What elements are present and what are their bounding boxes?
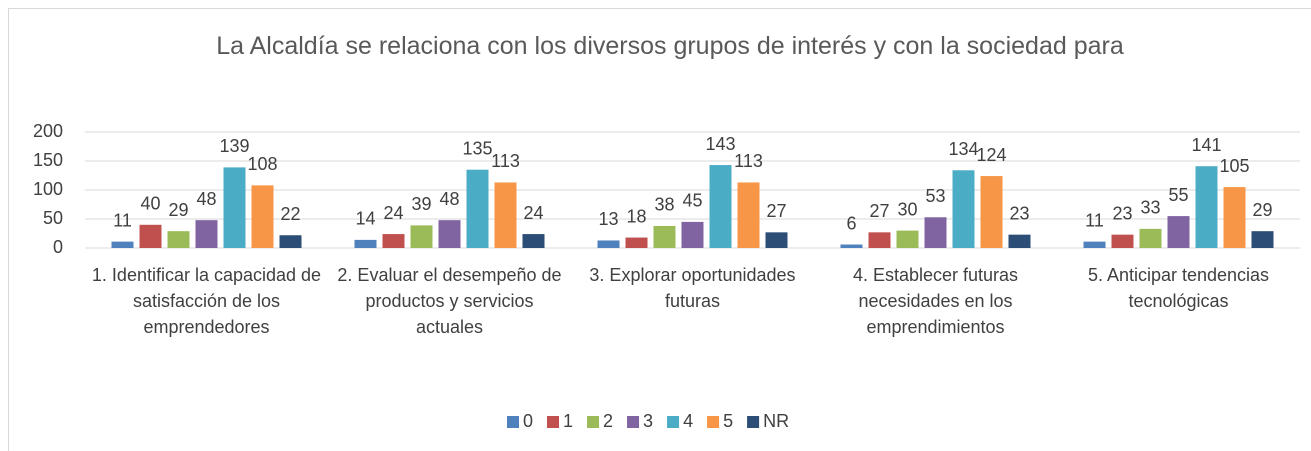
legend-swatch (707, 416, 720, 428)
y-tick-label: 100 (33, 179, 63, 199)
bar (868, 232, 891, 248)
data-label: 39 (411, 194, 431, 214)
bar (765, 232, 788, 248)
bar (382, 234, 405, 248)
data-label: 38 (654, 195, 674, 215)
x-tick-label: 5. Anticipar tendencias tecnológicas (1087, 265, 1270, 311)
bar (952, 170, 975, 248)
data-label: 55 (1168, 185, 1188, 205)
bar (896, 230, 919, 248)
x-tick-label: 1. Identificar la capacidad de satisfacc… (91, 265, 322, 337)
data-label: 134 (948, 139, 978, 159)
bar (625, 237, 648, 248)
bar (279, 235, 302, 248)
data-label: 27 (766, 201, 786, 221)
bar (167, 231, 190, 248)
bar (1167, 216, 1190, 248)
bar (111, 241, 134, 248)
legend-label: NR (763, 411, 789, 431)
legend-swatch (747, 416, 760, 428)
legend-label: 1 (563, 411, 573, 431)
data-label: 124 (976, 145, 1006, 165)
bar (223, 167, 246, 248)
legend-label: 3 (643, 411, 653, 431)
data-label: 24 (383, 203, 403, 223)
legend-swatch (547, 416, 560, 428)
bar (1008, 234, 1031, 248)
bar (1223, 187, 1246, 248)
bar (653, 225, 676, 248)
bar (354, 239, 377, 248)
data-label: 113 (734, 151, 763, 171)
data-label: 18 (626, 206, 646, 226)
data-label: 27 (869, 201, 889, 221)
data-label: 135 (462, 138, 492, 158)
data-label: 23 (1112, 203, 1132, 223)
data-label: 108 (247, 154, 277, 174)
data-label: 29 (1252, 200, 1272, 220)
bar (597, 240, 620, 248)
bar (709, 165, 732, 248)
data-label: 13 (598, 209, 618, 229)
data-label: 48 (196, 189, 216, 209)
bar (1139, 228, 1162, 248)
legend-label: 4 (683, 411, 693, 431)
data-label: 11 (1085, 210, 1104, 230)
bar (438, 220, 461, 248)
bar (1195, 166, 1218, 248)
bar (195, 220, 218, 248)
data-label: 105 (1219, 156, 1249, 176)
bar (494, 182, 517, 248)
bar (466, 169, 489, 248)
data-label: 22 (280, 204, 300, 224)
data-label: 6 (846, 213, 856, 233)
data-label: 143 (705, 134, 735, 154)
legend-label: 0 (523, 411, 533, 431)
bar (1083, 241, 1106, 248)
x-tick-label: 2. Evaluar el desempeño de productos y s… (337, 265, 562, 337)
data-label: 30 (897, 199, 917, 219)
y-tick-label: 0 (53, 237, 63, 257)
data-label: 40 (140, 194, 160, 214)
data-label: 48 (439, 189, 459, 209)
y-tick-label: 50 (43, 208, 63, 228)
x-tick-label: 4. Establecer futuras necesidades en los… (852, 265, 1019, 337)
bar (1251, 231, 1274, 248)
y-tick-label: 150 (33, 150, 63, 170)
y-tick-label: 200 (33, 121, 63, 141)
legend-label: 2 (603, 411, 613, 431)
bar (522, 234, 545, 248)
legend-swatch (627, 416, 640, 428)
data-label: 14 (355, 209, 375, 229)
data-label: 29 (168, 200, 188, 220)
legend-swatch (667, 416, 680, 428)
bar (924, 217, 947, 248)
legend-label: 5 (723, 411, 733, 431)
data-label: 113 (491, 151, 520, 171)
data-label: 139 (219, 136, 249, 156)
bar (251, 185, 274, 248)
x-tick-label: 3. Explorar oportunidades futuras (589, 265, 796, 311)
data-label: 11 (113, 210, 132, 230)
data-label: 141 (1191, 135, 1221, 155)
bar (840, 244, 863, 248)
bar (410, 225, 433, 248)
legend-swatch (507, 416, 519, 428)
bar (681, 221, 704, 248)
chart-title: La Alcaldía se relaciona con los diverso… (216, 32, 1124, 60)
data-label: 53 (925, 186, 945, 206)
title-box: La Alcaldía se relaciona con los diverso… (216, 32, 1124, 60)
data-label: 33 (1140, 198, 1160, 218)
data-label: 45 (682, 191, 702, 211)
chart-frame (8, 8, 1311, 451)
bar (980, 176, 1003, 248)
legend-swatch (587, 416, 600, 428)
data-label: 24 (523, 203, 543, 223)
data-label: 23 (1009, 203, 1029, 223)
bar (737, 182, 760, 248)
bar (139, 224, 162, 248)
bar (1111, 234, 1134, 248)
